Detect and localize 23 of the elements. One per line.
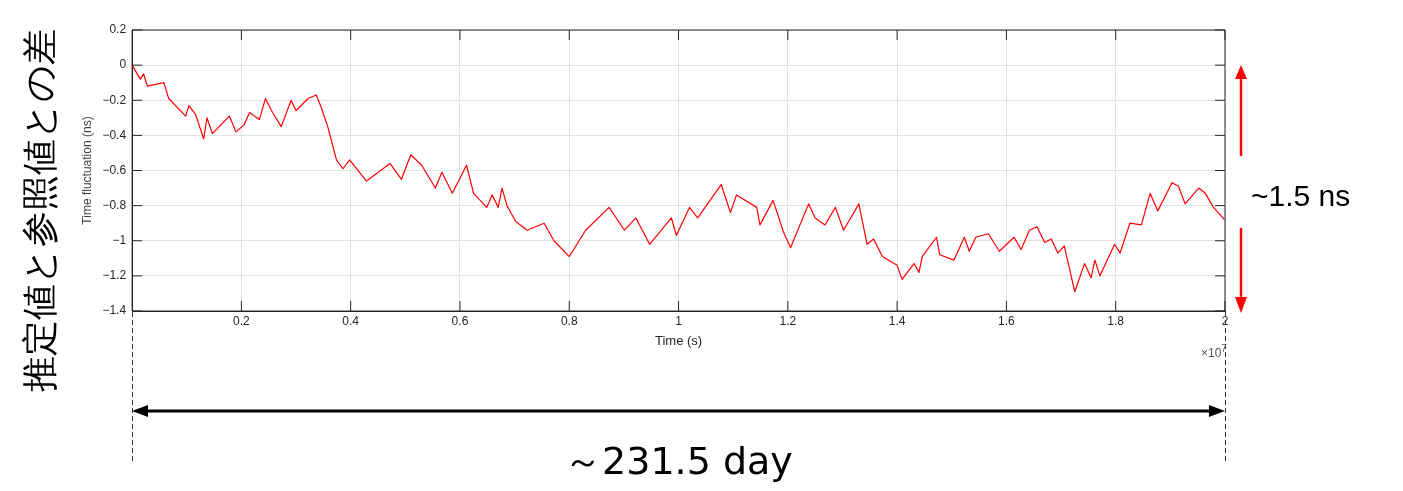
x-tick-label: 0.2 [233,313,251,328]
y-tick-label: 0 [119,57,127,72]
x-tick-label: 0.4 [342,313,360,328]
x-tick-label: 0.8 [560,313,578,328]
y-tick-label: −0.2 [102,92,127,107]
text: 推定値と参照値との差 [18,29,61,392]
x-tick-label: 1.6 [998,313,1016,328]
x-tick-label: 1.4 [888,313,906,328]
text: ~1.5 ns [1251,178,1351,213]
x-tick-label: 0.6 [451,313,469,328]
x-tick-label: 1.2 [779,313,797,328]
y-tick-label: −0.4 [102,127,127,142]
x-tick-label: 1.8 [1107,313,1125,328]
x-axis-title: Time (s) [654,332,703,348]
y-tick-label: −1.4 [102,303,127,318]
y-tick-label: 0.2 [109,22,127,37]
y-axis-title: Time fluctuation (ns) [79,116,94,225]
y-tick-label: −0.6 [102,162,127,177]
x-tick-label: 1 [675,313,683,328]
y-tick-label: −1.2 [102,268,127,283]
y-tick-label: −0.8 [102,197,127,212]
y-tick-label: −1 [112,233,127,248]
text: ～231.5 day [564,438,793,485]
